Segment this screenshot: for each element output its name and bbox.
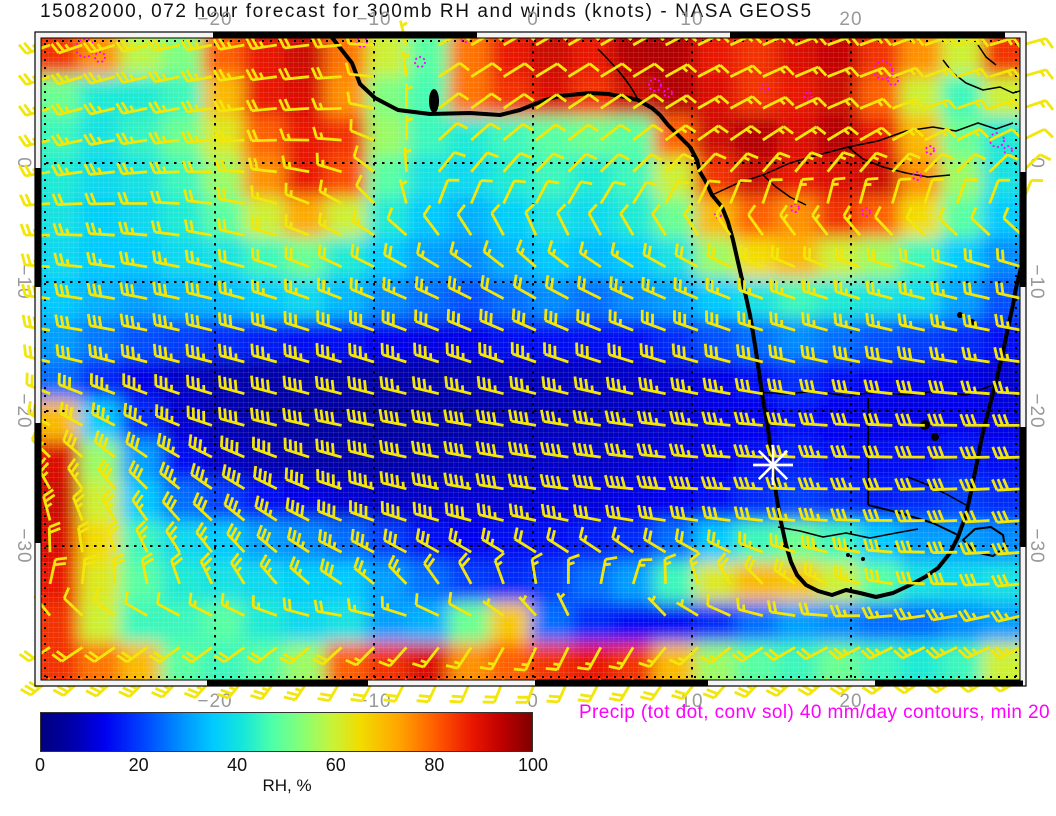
axis-tick-label: −20 [197,9,233,30]
lakes [429,89,975,561]
axis-tick-label: 0 [527,9,539,30]
colorbar-tick-label: 40 [227,755,248,775]
colorbar-tick-label: 60 [325,755,346,775]
africa-coastline [328,33,1025,599]
axis-tick-label: −30 [13,528,34,564]
wind-barbs [17,20,1055,704]
precip-annotation: Precip (tot dot, conv sol) 40 mm/day con… [578,702,1050,723]
page-title: 15082000, 072 hour forecast for 300mb RH… [40,1,813,22]
axis-tick-label: −10 [1026,264,1047,300]
colorbar-tick-label: 0 [34,755,46,775]
axis-tick-label: −30 [1026,528,1047,564]
colorbar-tick-label: 20 [128,755,149,775]
colorbar-axis-label: RH, % [262,776,312,795]
axis-tick-label: 0 [527,691,539,712]
colorbar-tick-label: 100 [517,755,549,775]
colorbar-tick-label: 80 [424,755,445,775]
axis-tick-label: −10 [356,9,392,30]
axis-tick-label: 0 [13,157,34,169]
map-overlay-layer [17,20,1055,704]
axis-tick-label: 10 [680,9,704,30]
axis-tick-label: −20 [1026,393,1047,429]
station-marker-asterisk [753,445,793,485]
rh-colorbar [40,712,533,752]
axis-tick-label: 20 [839,691,863,712]
axis-tick-label: 20 [839,9,863,30]
axis-tick-label: −20 [197,691,233,712]
map-frame [34,31,1027,687]
axis-tick-label: −20 [13,393,34,429]
